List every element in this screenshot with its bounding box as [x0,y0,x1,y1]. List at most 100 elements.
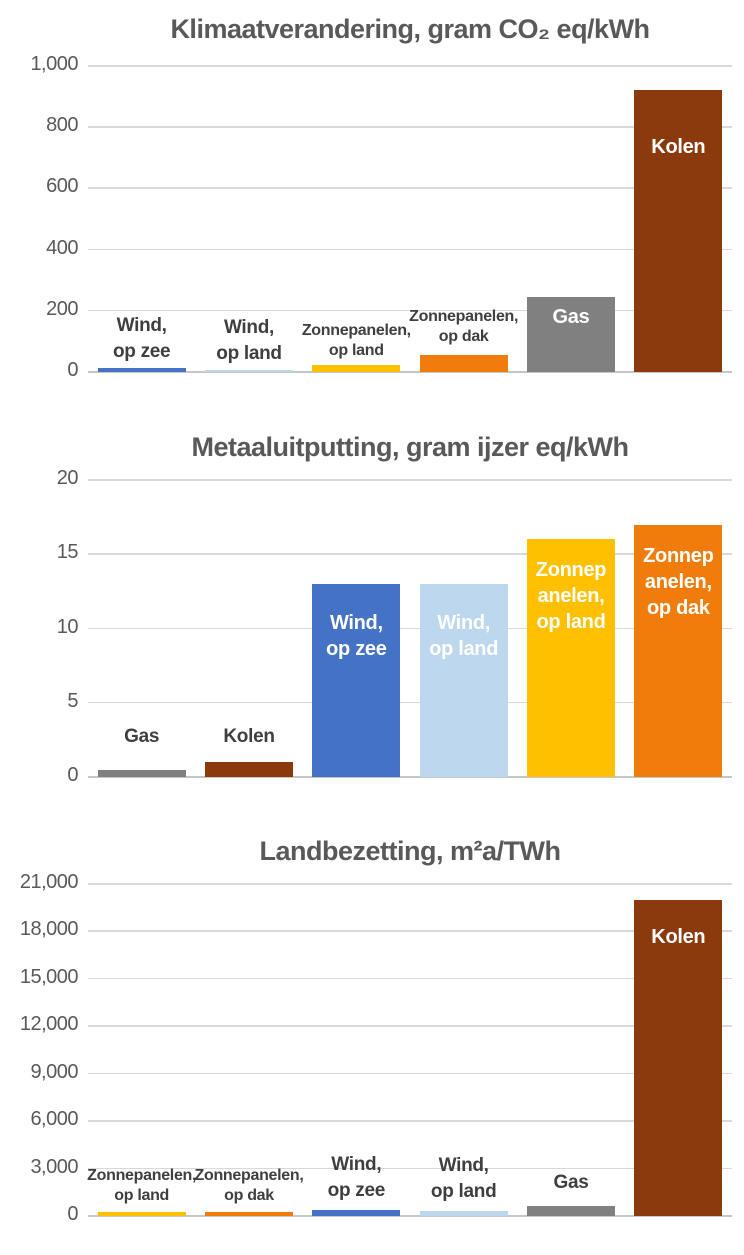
gridline [88,883,732,885]
bar-label-line: Gas [124,725,160,747]
bar-label-line: Zonnepanelen, [87,1167,197,1185]
bar-label-zonnepanelen-op-land: Zonnepanelen, op land [266,321,446,361]
bar-label-line: op dak [224,1187,274,1205]
bar-kolen [634,899,723,1216]
bar-label-line: op dak [647,596,710,619]
bar-label-line: Wind, [331,1154,382,1176]
bar-zonnepanelen-op-dak [419,355,508,372]
gridline [88,930,732,932]
gridline [88,701,732,704]
bar-kolen [205,762,293,777]
bar-label-gas: Gas [511,304,631,330]
gridline [88,187,732,189]
y-axis-tick-label: 600 [46,175,78,198]
bar-label-wind-op-zee: Wind, op zee [296,610,416,662]
bar-label-line: Kolen [651,925,706,948]
bar-gas [97,769,186,777]
bar-label-zonnepanelen-op-land: Zonnepanelen, op land [52,1166,232,1206]
y-axis-tick-label: 12,000 [19,1013,79,1036]
bar-label-wind-op-zee: Wind, op zee [52,313,232,365]
bar-label-line: Kolen [223,726,275,748]
bar-label-line: Kolen [651,136,706,159]
bar-wind-op-land [419,583,508,777]
y-axis-tick-label: 9,000 [30,1060,78,1083]
gridline [88,977,732,980]
bar-label-line: op dak [438,328,489,346]
chart3-title: Landbezetting, m²a/TWh [259,836,561,866]
bar-wind-op-zee [312,1210,401,1216]
y-axis-tick-label: 400 [46,236,78,259]
gridline [88,126,732,128]
bar-label-kolen: Kolen [618,924,738,950]
y-axis-tick-label: 20 [56,467,79,489]
gridline [88,1025,732,1027]
bar-label-line: op land [536,611,606,634]
x-axis-line [88,371,732,373]
bar-label-gas: Gas [52,724,232,750]
bar-label-gas: Gas [481,1170,661,1196]
y-axis-tick-label: 0 [67,764,78,786]
bar-label-wind-op-zee: Wind, op zee [266,1152,446,1204]
y-axis-tick-label: 3,000 [30,1155,78,1178]
bar-zonnepanelen-op-land [527,539,615,777]
gridline [88,1120,732,1122]
gridline [88,248,732,251]
bar-label-line: Zonnepanelen, [301,322,411,340]
bar-label-line: op zee [327,1180,386,1202]
bar-gas [527,1205,615,1216]
bar-zonnepanelen-op-dak [634,524,723,777]
bar-label-kolen: Kolen [618,134,738,160]
bar-label-line: Wind, [437,611,491,634]
bar-kolen [634,90,723,372]
bar-label-line: op land [216,342,282,364]
y-axis-tick-label: 15 [56,541,79,564]
chart2-title: Metaaluitputting, gram ijzer eq/kWh [191,432,629,462]
bar-label-line: Zonnepanelen, [194,1167,304,1185]
bar-label-line: Gas [553,1171,589,1193]
bar-label-line: op zee [326,637,387,660]
bar-label-wind-op-land: Wind, op land [159,315,339,367]
bar-label-line: Wind, [223,316,275,338]
y-axis-tick-label: 18,000 [19,918,79,941]
bar-label-line: op land [328,342,384,360]
bar-label-line: Wind, [329,611,383,634]
gridline [88,1072,732,1075]
x-axis-line [88,776,732,778]
bar-label-line: op zee [112,341,171,363]
gridline [88,309,732,312]
y-axis-tick-label: 200 [46,297,78,320]
bar-label-line: Zonnepanelen, [409,308,519,326]
gridline [88,553,732,555]
bar-wind-op-zee [97,368,186,372]
x-axis-line [88,1215,732,1217]
bar-label-wind-op-land: Wind, op land [404,610,524,662]
bar-zonnepanelen-op-land [97,1212,186,1216]
bar-label-line: Wind, [116,315,167,337]
gridline [88,65,732,67]
y-axis-tick-label: 6,000 [30,1108,78,1131]
bar-wind-op-land [205,369,293,372]
y-axis-tick-label: 0 [67,359,78,381]
y-axis-tick-label: 0 [67,1203,78,1225]
y-axis-tick-label: 5 [67,689,78,712]
gridline [88,1167,732,1170]
bar-label-line: Zonnep [535,559,607,582]
y-axis-tick-label: 15,000 [19,965,79,988]
gridline [88,627,732,629]
bar-wind-op-land [419,1211,508,1216]
bar-label-line: Gas [552,306,590,329]
y-axis-tick-label: 21,000 [19,871,79,893]
bar-label-kolen: Kolen [159,724,339,750]
bar-label-line: Zonnep [643,544,714,567]
y-axis-tick-label: 10 [56,615,79,638]
y-axis-tick-label: 800 [46,114,78,137]
bar-gas [527,297,615,372]
bar-label-zonnepanelen-op-dak: Zonnepanelen, op dak [159,1166,339,1206]
bar-label-zonnepanelen-op-dak: Zonnepanelen, op dak [374,307,554,347]
bar-label-line: Wind, [438,1155,489,1177]
bar-label-line: op land [114,1187,170,1205]
bar-zonnepanelen-op-land [312,365,401,372]
